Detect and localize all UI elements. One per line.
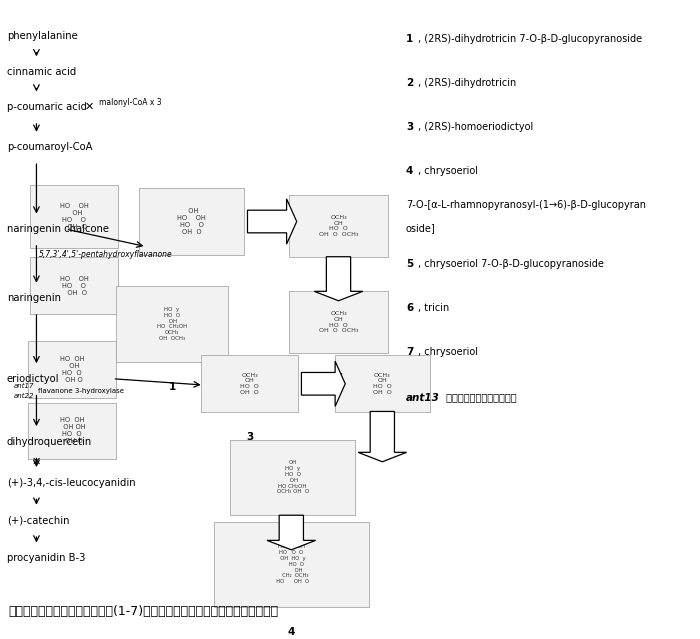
Text: ✕: ✕ <box>85 102 94 112</box>
Text: ant13: ant13 <box>406 392 440 403</box>
Text: HO   y  OH
HO   O  O
  OH  HO  y
      HO  O
         OH
     CH₂  OCH₃
  HO    : HO y OH HO O O OH HO y HO O OH CH₂ OCH₃ … <box>273 544 309 584</box>
Text: malonyl-CoA x 3: malonyl-CoA x 3 <box>99 98 162 107</box>
Text: 2: 2 <box>335 277 342 287</box>
Text: flavanone 3-hydroxylase: flavanone 3-hydroxylase <box>38 389 125 394</box>
Text: 6: 6 <box>406 304 413 313</box>
Text: p-coumaroyl-CoA: p-coumaroyl-CoA <box>7 142 92 152</box>
Text: eriodictyol: eriodictyol <box>7 374 60 384</box>
FancyBboxPatch shape <box>288 291 388 353</box>
Text: 7-O-[α-L-rhamnopyranosyl-(1→6)-β-D-glucopyran: 7-O-[α-L-rhamnopyranosyl-(1→6)-β-D-gluco… <box>406 199 646 210</box>
FancyBboxPatch shape <box>230 440 355 515</box>
Text: 3: 3 <box>246 432 253 442</box>
Text: 7: 7 <box>406 348 413 357</box>
Text: 1: 1 <box>168 382 176 392</box>
Text: OCH₃
OH
HO  O
OH  O: OCH₃ OH HO O OH O <box>240 373 259 395</box>
Text: 5: 5 <box>406 259 413 269</box>
Text: 1: 1 <box>406 34 413 44</box>
FancyBboxPatch shape <box>116 286 228 362</box>
Text: 2: 2 <box>406 78 413 88</box>
Text: 5,7,3',4',5'-pentahydroxyflavanone: 5,7,3',4',5'-pentahydroxyflavanone <box>39 250 173 259</box>
FancyBboxPatch shape <box>30 258 118 314</box>
Text: , chrysoeriol: , chrysoeriol <box>418 348 478 357</box>
Text: dihydroquercetin: dihydroquercetin <box>7 436 92 447</box>
Text: , tricin: , tricin <box>418 304 449 313</box>
Text: 5: 5 <box>289 535 296 545</box>
FancyBboxPatch shape <box>288 195 388 257</box>
FancyBboxPatch shape <box>29 403 116 459</box>
Polygon shape <box>358 412 407 462</box>
Text: , (2RS)-homoeriodictyol: , (2RS)-homoeriodictyol <box>418 122 533 132</box>
Text: , chrysoeriol: , chrysoeriol <box>418 166 478 176</box>
Text: phenylalanine: phenylalanine <box>7 31 78 41</box>
Polygon shape <box>267 515 316 550</box>
Text: ✕: ✕ <box>32 457 41 466</box>
Text: 6: 6 <box>335 373 342 383</box>
Text: cinnamic acid: cinnamic acid <box>7 67 76 77</box>
Text: ant22: ant22 <box>13 393 34 399</box>
FancyBboxPatch shape <box>29 341 116 397</box>
Polygon shape <box>248 199 297 244</box>
Text: (+)-3,4,-cis-leucocyanidin: (+)-3,4,-cis-leucocyanidin <box>7 477 135 488</box>
Text: , (2RS)-dihydrotricin: , (2RS)-dihydrotricin <box>418 78 517 88</box>
Text: 3: 3 <box>406 122 413 132</box>
Text: は調節遗伝子と考えられる: は調節遗伝子と考えられる <box>443 392 517 403</box>
Text: OCH₃
OH
HO  O
OH  O  OCH₃: OCH₃ OH HO O OH O OCH₃ <box>318 311 358 334</box>
Text: OCH₃
OH
HO  O
OH  O  OCH₃: OCH₃ OH HO O OH O OCH₃ <box>318 215 358 237</box>
FancyBboxPatch shape <box>214 522 369 607</box>
Text: naringenin chalcone: naringenin chalcone <box>7 224 108 234</box>
Text: OCH₃
OH
HO  O
OH  O: OCH₃ OH HO O OH O <box>373 373 392 395</box>
Text: OH
HO  y
HO  O
 OH
HO CH₂OH
OCH₃ OH  O: OH HO y HO O OH HO CH₂OH OCH₃ OH O <box>276 461 309 495</box>
Text: HO  OH
  OH
HO  O
  OH O: HO OH OH HO O OH O <box>60 356 85 383</box>
FancyBboxPatch shape <box>335 355 430 412</box>
Text: (+)-catechin: (+)-catechin <box>7 515 69 525</box>
Polygon shape <box>314 257 363 301</box>
Text: HO  y
HO  O
 OH
HO  CH₂OH
OCH₃
OH  OCH₃: HO y HO O OH HO CH₂OH OCH₃ OH OCH₃ <box>157 307 187 341</box>
Text: , chrysoeriol 7-O-β-D-glucopyranoside: , chrysoeriol 7-O-β-D-glucopyranoside <box>418 259 604 269</box>
Text: p-coumaric acid: p-coumaric acid <box>7 102 87 112</box>
FancyBboxPatch shape <box>30 185 118 248</box>
Text: HO    OH
HO    O
   OH  O: HO OH HO O OH O <box>60 275 89 296</box>
Text: HO  OH
  OH OH
HO  O
  OH O: HO OH OH OH HO O OH O <box>59 417 85 445</box>
FancyBboxPatch shape <box>139 189 244 254</box>
Text: OH
HO    OH
HO    O
OH  O: OH HO OH HO O OH O <box>177 208 206 235</box>
Text: 4: 4 <box>406 166 413 176</box>
Text: oside]: oside] <box>406 223 435 233</box>
Text: 図１　大麦由来のフラボノイド(1-7)の構造およびその推定される生合成経路: 図１ 大麦由来のフラボノイド(1-7)の構造およびその推定される生合成経路 <box>8 605 279 618</box>
Text: procyanidin B-3: procyanidin B-3 <box>7 553 85 563</box>
Polygon shape <box>302 361 345 406</box>
Text: ant17: ant17 <box>13 383 34 389</box>
Text: 7: 7 <box>379 432 386 442</box>
Text: HO    OH
   OH
HO    O
   OH  O: HO OH OH HO O OH O <box>60 203 89 230</box>
Text: , (2RS)-dihydrotricin 7-O-β-D-glucopyranoside: , (2RS)-dihydrotricin 7-O-β-D-glucopyran… <box>418 34 642 44</box>
FancyBboxPatch shape <box>201 355 298 412</box>
Text: naringenin: naringenin <box>7 293 61 304</box>
Text: 4: 4 <box>288 627 295 637</box>
